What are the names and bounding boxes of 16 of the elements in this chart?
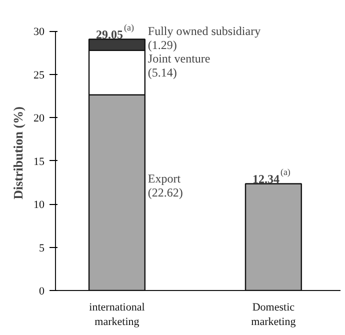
annotation: (1.29) [148, 38, 177, 52]
y-tick-label: 20 [34, 112, 45, 125]
y-tick-label: 0 [39, 286, 45, 298]
x-tick-label: international marketing [89, 302, 145, 328]
series-label: Fully owned subsidiary [148, 24, 261, 38]
y-tick-label: 25 [34, 69, 45, 82]
y-tick-label: 5 [39, 242, 45, 254]
x-tick-label: Domestic marketing [251, 302, 296, 328]
y-axis-title: Distribution (%) [10, 106, 26, 200]
annotation: (22.62) [148, 186, 183, 200]
annotation: (5.14) [148, 66, 177, 80]
y-tick-label: 10 [34, 199, 45, 212]
y-tick-label: 15 [34, 156, 45, 168]
series-label: Joint venture [148, 52, 210, 66]
series-label: Export [148, 172, 182, 186]
y-tick-label: 30 [34, 26, 45, 38]
